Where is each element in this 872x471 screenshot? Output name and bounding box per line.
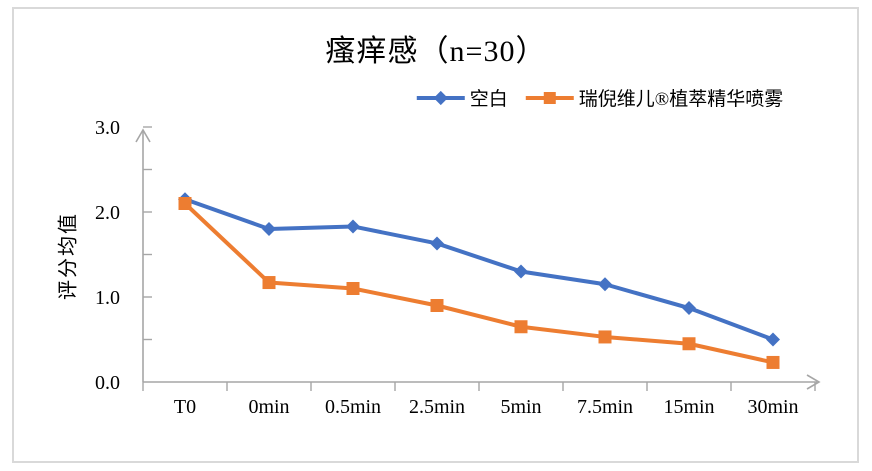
data-point-square bbox=[514, 320, 528, 334]
data-point-square bbox=[430, 299, 444, 312]
legend-item-1: 瑞倪维儿®植萃精华喷雾 bbox=[525, 84, 784, 111]
series-line-0 bbox=[184, 197, 774, 342]
series-line-1 bbox=[183, 202, 774, 365]
data-point-square bbox=[682, 337, 696, 351]
legend: 空白 瑞倪维儿®植萃精华喷雾 bbox=[416, 84, 784, 111]
square-marker-icon bbox=[525, 90, 574, 106]
x-tick-label: 7.5min bbox=[577, 396, 633, 418]
data-point-square bbox=[598, 330, 612, 344]
x-tick-label: T0 bbox=[174, 396, 196, 418]
x-tick-label: 2.5min bbox=[409, 396, 465, 418]
chart-title: 瘙痒感（n=30） bbox=[325, 35, 547, 68]
x-tick-label: 0min bbox=[248, 396, 289, 418]
x-tick-label: 5min bbox=[500, 396, 541, 418]
data-point-square bbox=[262, 276, 276, 290]
data-point-diamond bbox=[430, 236, 444, 251]
data-point-diamond bbox=[262, 222, 276, 236]
y-axis-arrow-icon bbox=[135, 128, 151, 143]
data-point-diamond bbox=[598, 277, 612, 292]
legend-item-0: 空白 bbox=[416, 84, 508, 111]
data-point-diamond bbox=[766, 332, 780, 347]
data-point-square bbox=[766, 355, 780, 369]
legend-label-1: 瑞倪维儿®植萃精华喷雾 bbox=[578, 89, 784, 110]
y-tick-label: 2.0 bbox=[95, 202, 120, 224]
legend-label-0: 空白 bbox=[469, 89, 508, 110]
x-tick-label: 0.5min bbox=[325, 396, 381, 418]
data-point-diamond bbox=[514, 264, 528, 279]
y-tick-label: 1.0 bbox=[95, 287, 120, 309]
x-axis-arrow-icon bbox=[806, 374, 821, 390]
diamond-marker-icon bbox=[416, 90, 465, 106]
x-tick-label: 30min bbox=[747, 396, 798, 418]
data-point-square bbox=[178, 197, 192, 210]
y-tick-label: 3.0 bbox=[95, 117, 120, 139]
data-point-square bbox=[346, 282, 360, 295]
y-tick-label: 0.0 bbox=[95, 372, 120, 394]
data-point-diamond bbox=[346, 219, 360, 234]
chart-border bbox=[12, 7, 859, 463]
data-point-diamond bbox=[682, 301, 696, 316]
legend-square-icon bbox=[543, 91, 556, 104]
x-tick-label: 15min bbox=[663, 396, 714, 418]
